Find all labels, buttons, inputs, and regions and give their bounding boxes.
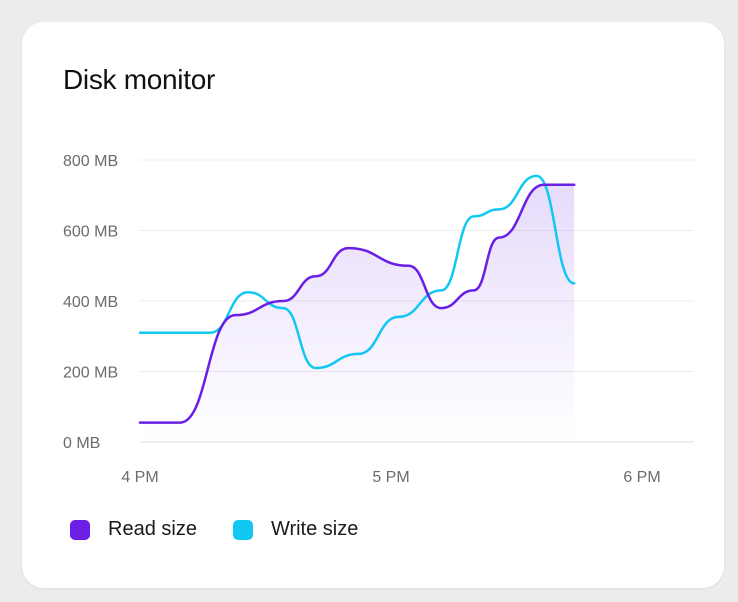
- y-tick-label: 600 MB: [63, 224, 118, 241]
- series-area-0: [140, 184, 575, 442]
- legend-swatch-write: [232, 519, 253, 540]
- x-tick-label: 6 PM: [623, 469, 660, 486]
- y-axis-ticks: 0 MB 200 MB 400 MB 600 MB 800 MB: [63, 153, 118, 452]
- legend-label-read: Read size: [108, 518, 197, 540]
- y-tick-label: 400 MB: [63, 294, 118, 311]
- legend-swatch-read: [70, 519, 90, 540]
- chart-legend: Read size Write size: [70, 518, 394, 541]
- y-tick-label: 0 MB: [63, 435, 100, 452]
- card-title: Disk monitor: [63, 64, 215, 95]
- series-line-read[interactable]: [138, 183, 576, 424]
- x-axis-ticks: 4 PM 5 PM 6 PM: [121, 469, 660, 486]
- legend-label-write: Write size: [270, 518, 359, 540]
- x-tick-label: 5 PM: [372, 469, 409, 486]
- disk-monitor-card: Disk monitor 0 MB 200 MB 400 MB 600 MB 800 M…: [22, 22, 724, 588]
- disk-chart: 0 MB 200 MB 400 MB 600 MB 800 MB 4 PM 5 PM 6 P…: [63, 153, 694, 486]
- legend-item-read[interactable]: Read size: [70, 518, 197, 541]
- y-tick-label: 200 MB: [63, 365, 118, 382]
- y-tick-label: 800 MB: [63, 153, 118, 170]
- legend-item-write[interactable]: Write size: [232, 518, 359, 541]
- x-tick-label: 4 PM: [121, 469, 158, 486]
- series-line-write[interactable]: [138, 174, 576, 370]
- series-layer: [138, 174, 576, 442]
